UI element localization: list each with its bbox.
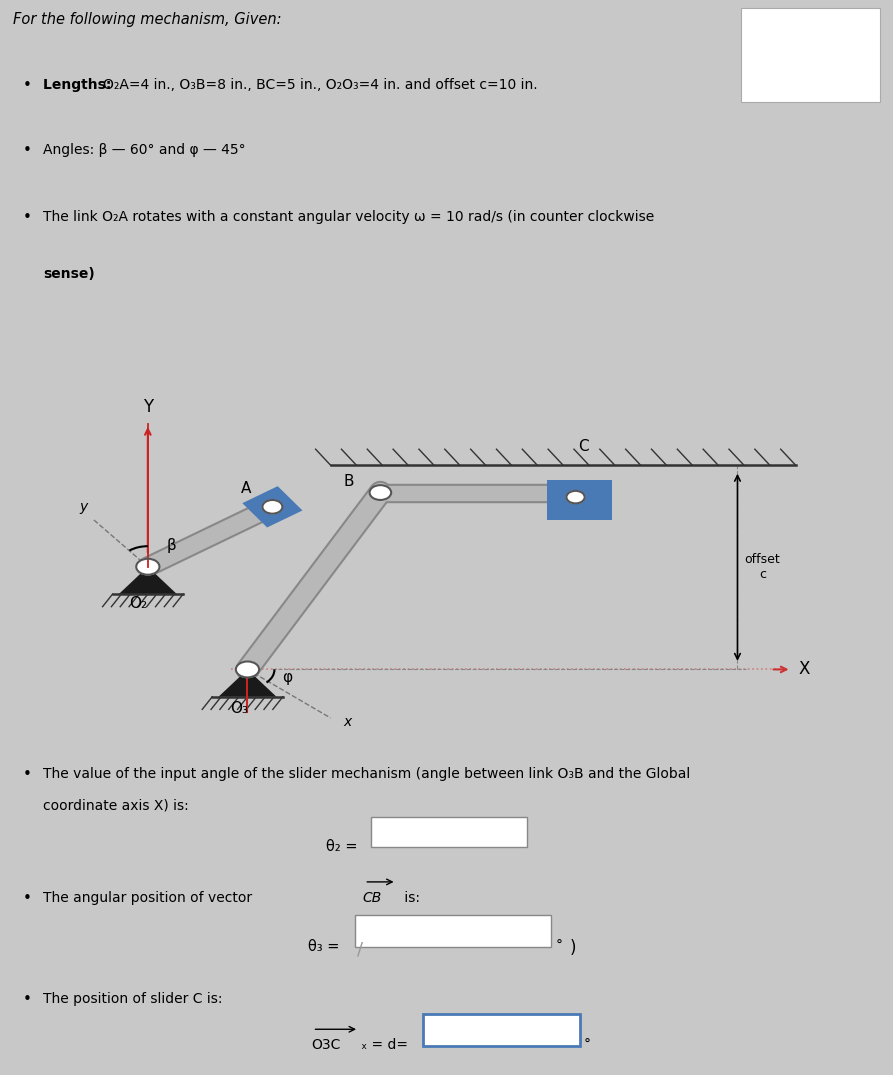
Text: y: y [79,500,88,514]
Text: φ: φ [282,670,292,685]
Text: •: • [22,992,31,1007]
Text: A: A [240,481,251,496]
Text: °: ° [584,1038,591,1052]
Circle shape [370,485,391,500]
Text: The link O₂A rotates with a constant angular velocity ω = 10 rad/s (in counter c: The link O₂A rotates with a constant ang… [43,210,658,224]
Text: coordinate axis X) is:: coordinate axis X) is: [43,799,188,813]
Text: offset
c: offset c [745,554,780,582]
Text: ₓ = d=: ₓ = d= [361,1038,408,1052]
Text: Y: Y [143,398,153,416]
Text: O₂: O₂ [129,596,147,611]
Text: θ₂ =: θ₂ = [326,840,357,855]
Text: B: B [344,474,354,489]
Text: Lengths:: Lengths: [43,78,116,92]
Text: O3C: O3C [311,1038,340,1052]
Text: /: / [357,941,363,959]
Polygon shape [119,567,177,594]
Text: For the following mechanism, Given:: For the following mechanism, Given: [13,12,282,27]
Text: The angular position of vector: The angular position of vector [43,891,256,905]
Bar [547,479,612,520]
Text: θ₃ =: θ₃ = [308,938,339,954]
Text: The value of the input angle of the slider mechanism (angle between link O₃B and: The value of the input angle of the slid… [43,768,690,782]
Text: °: ° [555,938,563,952]
Text: β: β [166,538,176,553]
Text: x: x [343,716,351,730]
Text: CB: CB [363,891,382,905]
Text: X: X [798,660,810,678]
Text: •: • [22,210,31,225]
Text: The position of slider C is:: The position of slider C is: [43,992,222,1006]
Circle shape [566,491,585,503]
Text: O₂A=4 in., O₃B=8 in., BC=5 in., O₂O₃=4 in. and offset c=10 in.: O₂A=4 in., O₃B=8 in., BC=5 in., O₂O₃=4 i… [103,78,538,92]
Bar [371,817,527,847]
Circle shape [263,500,282,514]
Text: •: • [22,143,31,158]
Polygon shape [219,670,277,697]
Text: ): ) [570,938,576,957]
Text: sense): sense) [43,267,95,281]
Circle shape [137,559,160,575]
Circle shape [236,661,259,677]
Bar [423,1014,580,1046]
Bar [355,915,551,947]
Text: •: • [22,768,31,783]
Text: is:: is: [400,891,420,905]
Text: •: • [22,78,31,94]
Text: •: • [22,891,31,906]
Bar [741,8,880,102]
Text: Angles: β — 60° and φ — 45°: Angles: β — 60° and φ — 45° [43,143,246,157]
Text: C: C [579,440,589,455]
Bar [242,486,303,528]
Text: O₃: O₃ [230,701,248,716]
